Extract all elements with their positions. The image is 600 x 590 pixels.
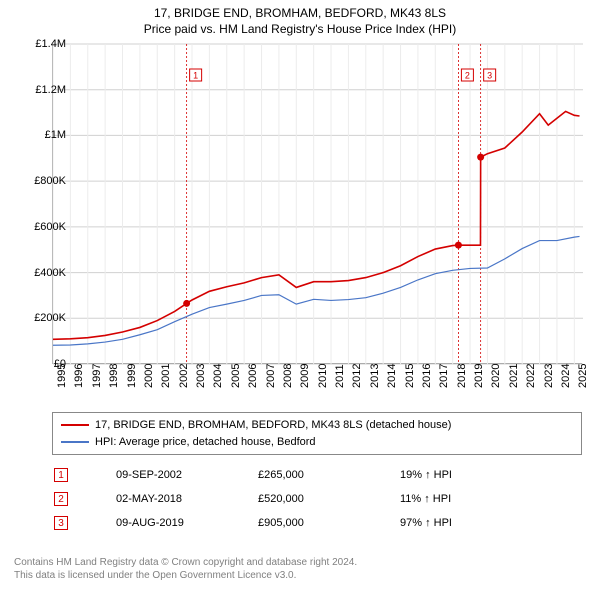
x-tick-label: 2019 — [473, 364, 485, 388]
x-tick-label: 2021 — [508, 364, 520, 388]
x-tick-label: 2009 — [299, 364, 311, 388]
legend: 17, BRIDGE END, BROMHAM, BEDFORD, MK43 8… — [52, 412, 582, 455]
x-tick-label: 2004 — [212, 364, 224, 388]
x-tick-label: 2014 — [386, 364, 398, 388]
x-tick-label: 2006 — [247, 364, 259, 388]
chart-container: 17, BRIDGE END, BROMHAM, BEDFORD, MK43 8… — [0, 0, 600, 590]
x-tick-label: 2002 — [178, 364, 190, 388]
sale-delta: 11% ↑ HPI — [400, 488, 580, 510]
sale-marker-box: 2 — [54, 492, 68, 506]
sale-delta: 19% ↑ HPI — [400, 464, 580, 486]
title-block: 17, BRIDGE END, BROMHAM, BEDFORD, MK43 8… — [0, 0, 600, 37]
sale-marker-box: 1 — [54, 468, 68, 482]
x-tick-label: 2022 — [525, 364, 537, 388]
sale-price: £905,000 — [258, 512, 398, 534]
sale-price: £265,000 — [258, 464, 398, 486]
x-tick-label: 1998 — [108, 364, 120, 388]
x-tick-label: 2017 — [438, 364, 450, 388]
legend-swatch-hpi — [61, 441, 89, 443]
sale-date: 09-SEP-2002 — [116, 464, 256, 486]
sales-row: 2 02-MAY-2018£520,00011% ↑ HPI — [54, 488, 580, 510]
y-tick-label: £600K — [16, 221, 66, 233]
x-tick-label: 2001 — [160, 364, 172, 388]
x-tick-label: 2020 — [490, 364, 502, 388]
svg-text:2: 2 — [465, 71, 470, 81]
sales-row: 3 09-AUG-2019£905,00097% ↑ HPI — [54, 512, 580, 534]
sale-date: 02-MAY-2018 — [116, 488, 256, 510]
x-tick-label: 2003 — [195, 364, 207, 388]
x-tick-label: 2018 — [456, 364, 468, 388]
legend-label-property: 17, BRIDGE END, BROMHAM, BEDFORD, MK43 8… — [95, 417, 451, 434]
title-subtitle: Price paid vs. HM Land Registry's House … — [0, 22, 600, 38]
footer-line1: Contains HM Land Registry data © Crown c… — [14, 556, 357, 569]
x-tick-label: 2005 — [230, 364, 242, 388]
x-tick-label: 2000 — [143, 364, 155, 388]
x-tick-label: 2023 — [543, 364, 555, 388]
svg-text:3: 3 — [487, 71, 492, 81]
legend-swatch-property — [61, 424, 89, 426]
sale-price: £520,000 — [258, 488, 398, 510]
y-tick-label: £200K — [16, 312, 66, 324]
title-address: 17, BRIDGE END, BROMHAM, BEDFORD, MK43 8… — [0, 6, 600, 22]
x-tick-label: 2011 — [334, 364, 346, 388]
x-tick-label: 2010 — [317, 364, 329, 388]
sale-delta: 97% ↑ HPI — [400, 512, 580, 534]
legend-item-property: 17, BRIDGE END, BROMHAM, BEDFORD, MK43 8… — [61, 417, 573, 434]
x-tick-label: 2015 — [404, 364, 416, 388]
sales-row: 1 09-SEP-2002£265,00019% ↑ HPI — [54, 464, 580, 486]
x-tick-label: 1996 — [73, 364, 85, 388]
y-tick-label: £800K — [16, 175, 66, 187]
sales-table: 1 09-SEP-2002£265,00019% ↑ HPI 2 02-MAY-201… — [52, 462, 582, 536]
x-tick-label: 2007 — [265, 364, 277, 388]
chart-svg: 1 2 3 — [53, 44, 583, 364]
y-tick-label: £1.4M — [16, 38, 66, 50]
x-tick-label: 2025 — [577, 364, 589, 388]
sale-marker-box: 3 — [54, 516, 68, 530]
legend-label-hpi: HPI: Average price, detached house, Bedf… — [95, 434, 316, 451]
x-tick-label: 2013 — [369, 364, 381, 388]
sale-date: 09-AUG-2019 — [116, 512, 256, 534]
x-tick-label: 2016 — [421, 364, 433, 388]
y-tick-label: £400K — [16, 267, 66, 279]
x-tick-label: 2012 — [351, 364, 363, 388]
x-tick-label: 2024 — [560, 364, 572, 388]
y-tick-label: £1.2M — [16, 84, 66, 96]
x-tick-label: 1997 — [91, 364, 103, 388]
chart-plot-area: 1 2 3 — [52, 44, 582, 364]
footer: Contains HM Land Registry data © Crown c… — [14, 556, 357, 582]
x-tick-label: 1995 — [56, 364, 68, 388]
footer-line2: This data is licensed under the Open Gov… — [14, 569, 357, 582]
x-tick-label: 1999 — [126, 364, 138, 388]
legend-item-hpi: HPI: Average price, detached house, Bedf… — [61, 434, 573, 451]
y-tick-label: £1M — [16, 129, 66, 141]
x-tick-label: 2008 — [282, 364, 294, 388]
svg-text:1: 1 — [193, 71, 198, 81]
